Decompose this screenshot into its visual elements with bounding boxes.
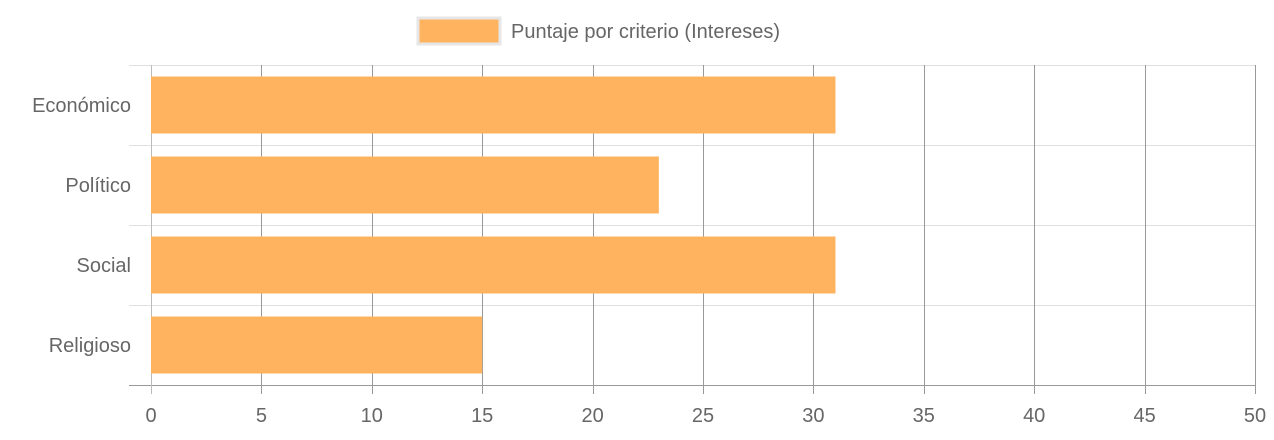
x-axis-tick-label: 15 — [471, 405, 493, 427]
x-axis-tick-label: 45 — [1133, 405, 1155, 427]
bar-político[interactable] — [151, 156, 659, 214]
y-axis-label: Social — [77, 255, 131, 277]
x-axis-tick-label: 10 — [361, 405, 383, 427]
x-axis-tick-label: 0 — [145, 405, 156, 427]
chart-bars — [151, 76, 836, 374]
x-axis-tick-label: 30 — [802, 405, 824, 427]
x-axis-tick-label: 5 — [256, 405, 267, 427]
x-axis-tick-label: 25 — [692, 405, 714, 427]
bar-económico[interactable] — [151, 76, 836, 134]
legend-label[interactable]: Puntaje por criterio (Intereses) — [511, 21, 780, 43]
y-axis-label: Político — [65, 175, 131, 197]
y-axis-label: Económico — [32, 95, 131, 117]
x-axis-tick-label: 40 — [1023, 405, 1045, 427]
x-axis-tick-labels: 0 5 10 15 20 25 30 35 40 45 50 — [145, 405, 1266, 427]
x-axis-tick-label: 20 — [581, 405, 603, 427]
y-axis-labels: Económico Político Social Religioso — [32, 95, 131, 357]
chart-legend[interactable]: Puntaje por criterio (Intereses) — [416, 16, 780, 46]
bar-religioso[interactable] — [151, 316, 483, 374]
y-axis-label: Religioso — [49, 335, 131, 357]
bar-social[interactable] — [151, 236, 836, 294]
legend-swatch[interactable] — [416, 16, 502, 46]
x-axis-tick-label: 35 — [913, 405, 935, 427]
x-axis-tick-label: 50 — [1244, 405, 1266, 427]
